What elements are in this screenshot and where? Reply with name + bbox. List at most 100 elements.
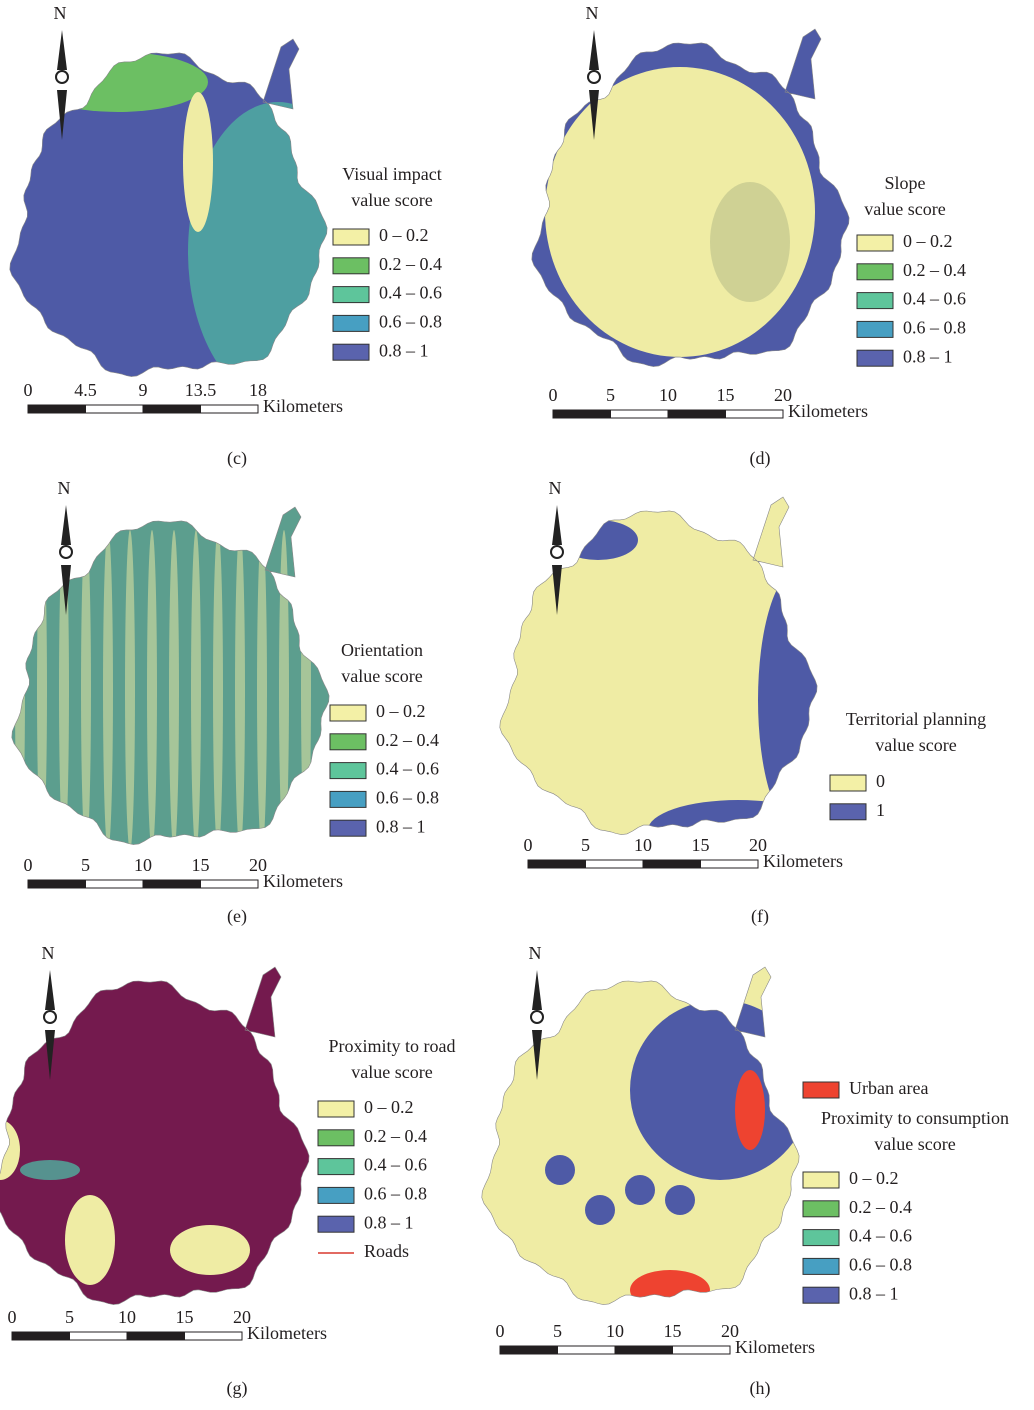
scale-unit: Kilometers <box>763 851 843 871</box>
north-label: N <box>529 943 542 963</box>
legend-swatch <box>857 350 893 366</box>
legend-label: Urban area <box>849 1078 928 1098</box>
legend-label: 0.4 – 0.6 <box>849 1226 912 1246</box>
terrain-patch <box>665 1185 695 1215</box>
legend-title: Visual impact <box>342 164 441 184</box>
legend-swatch <box>330 820 366 836</box>
north-label: N <box>42 943 55 963</box>
legend-label: 0 – 0.2 <box>376 701 426 721</box>
scale-bar-segment <box>528 860 586 868</box>
north-arrow <box>551 546 563 558</box>
legend-swatch <box>803 1230 839 1246</box>
terrain-patch <box>28 52 208 112</box>
scale-bar-segment <box>86 880 144 888</box>
legend-title: Slope <box>884 173 925 193</box>
legend-label: 0.8 – 1 <box>364 1212 414 1232</box>
legend-label: 0.2 – 0.4 <box>364 1126 427 1146</box>
panel-caption: (h) <box>750 1378 771 1399</box>
scale-tick-label: 0 <box>496 1321 505 1341</box>
north-arrow <box>60 546 72 558</box>
scale-unit: Kilometers <box>247 1323 327 1343</box>
scale-tick-label: 15 <box>192 855 210 875</box>
terrain-patch <box>301 530 311 850</box>
legend-label: 0.6 – 0.8 <box>364 1184 427 1204</box>
terrain-patch <box>15 530 25 850</box>
north-arrow <box>56 71 68 83</box>
panel-caption: (c) <box>227 448 247 469</box>
scale-tick-label: 15 <box>664 1321 682 1341</box>
legend-swatch <box>803 1082 839 1098</box>
scale-bar-segment <box>553 410 611 418</box>
legend-swatch <box>857 293 893 309</box>
scale-tick-label: 10 <box>134 855 152 875</box>
terrain-patch <box>103 530 113 850</box>
terrain-patch <box>257 530 267 850</box>
scale-unit: Kilometers <box>263 396 343 416</box>
map-panel: NTerritorial planningvalue score01051015… <box>458 460 986 927</box>
terrain-patch <box>630 1270 710 1310</box>
legend-label: 1 <box>876 800 885 820</box>
legend-title: Territorial planning <box>846 709 986 729</box>
island <box>490 0 890 412</box>
scale-tick-label: 5 <box>581 835 590 855</box>
scale-bar-segment <box>558 1346 616 1354</box>
terrain-patch <box>710 182 790 302</box>
legend-title: value score <box>864 199 945 219</box>
scale-tick-label: 13.5 <box>185 380 217 400</box>
north-label: N <box>549 478 562 498</box>
island <box>0 2 368 422</box>
scale-bar-segment <box>12 1332 70 1340</box>
terrain-patch <box>279 530 289 850</box>
legend-label: 0.4 – 0.6 <box>376 759 439 779</box>
scale-tick-label: 10 <box>659 385 677 405</box>
legend-title: Proximity to consumption <box>821 1108 1009 1128</box>
map-panel: NProximity to roadvalue score0 – 0.20.2 … <box>0 930 456 1399</box>
terrain-patch <box>65 1195 115 1285</box>
legend-title: value score <box>351 1062 432 1082</box>
legend-label: 0.6 – 0.8 <box>379 312 442 332</box>
scale-bar-segment <box>127 1332 185 1340</box>
north-arrow <box>531 1011 543 1023</box>
scale-bar-segment <box>185 1332 243 1340</box>
island <box>458 460 858 880</box>
terrain-patch <box>545 1155 575 1185</box>
terrain-patch <box>169 530 179 850</box>
island <box>440 930 840 1350</box>
scale-tick-label: 5 <box>606 385 615 405</box>
legend-label: 0.4 – 0.6 <box>364 1155 427 1175</box>
panel-caption: (d) <box>750 448 771 469</box>
legend-swatch <box>330 734 366 750</box>
legend-title: value score <box>874 1134 955 1154</box>
scale-bar-segment <box>701 860 759 868</box>
figure: N Visual impact value score 0 – 0.2 0.2 – 0.… <box>0 0 1034 1405</box>
legend-label: 0.6 – 0.8 <box>376 788 439 808</box>
scale-tick-label: 0 <box>24 380 33 400</box>
legend-label: 0.2 – 0.4 <box>379 254 442 274</box>
legend-swatch <box>333 344 369 360</box>
legend-label: 0.8 – 1 <box>376 816 426 836</box>
legend-swatch <box>803 1201 839 1217</box>
terrain-patch <box>585 1195 615 1225</box>
map-panel: N Urban area Proximity to consumption value… <box>440 930 1009 1399</box>
scale-tick-label: 0 <box>24 855 33 875</box>
legend-swatch <box>333 287 369 303</box>
legend-swatch <box>857 321 893 337</box>
legend-swatch <box>857 264 893 280</box>
scale-tick-label: 10 <box>118 1307 136 1327</box>
terrain-patch <box>170 1225 250 1275</box>
terrain-patch <box>147 530 157 850</box>
legend-label: 0 <box>876 771 885 791</box>
scale-bar-segment <box>70 1332 128 1340</box>
legend-label: 0.8 – 1 <box>903 346 953 366</box>
island <box>0 470 370 890</box>
north-label: N <box>586 3 599 23</box>
legend-label: 0.6 – 0.8 <box>849 1255 912 1275</box>
legend-swatch <box>330 705 366 721</box>
legend-swatch <box>318 1101 354 1117</box>
legend-label: 0.2 – 0.4 <box>376 730 439 750</box>
scale-tick-label: 0 <box>524 835 533 855</box>
scale-unit: Kilometers <box>788 401 868 421</box>
terrain-patch <box>125 530 135 850</box>
legend-swatch <box>333 315 369 331</box>
